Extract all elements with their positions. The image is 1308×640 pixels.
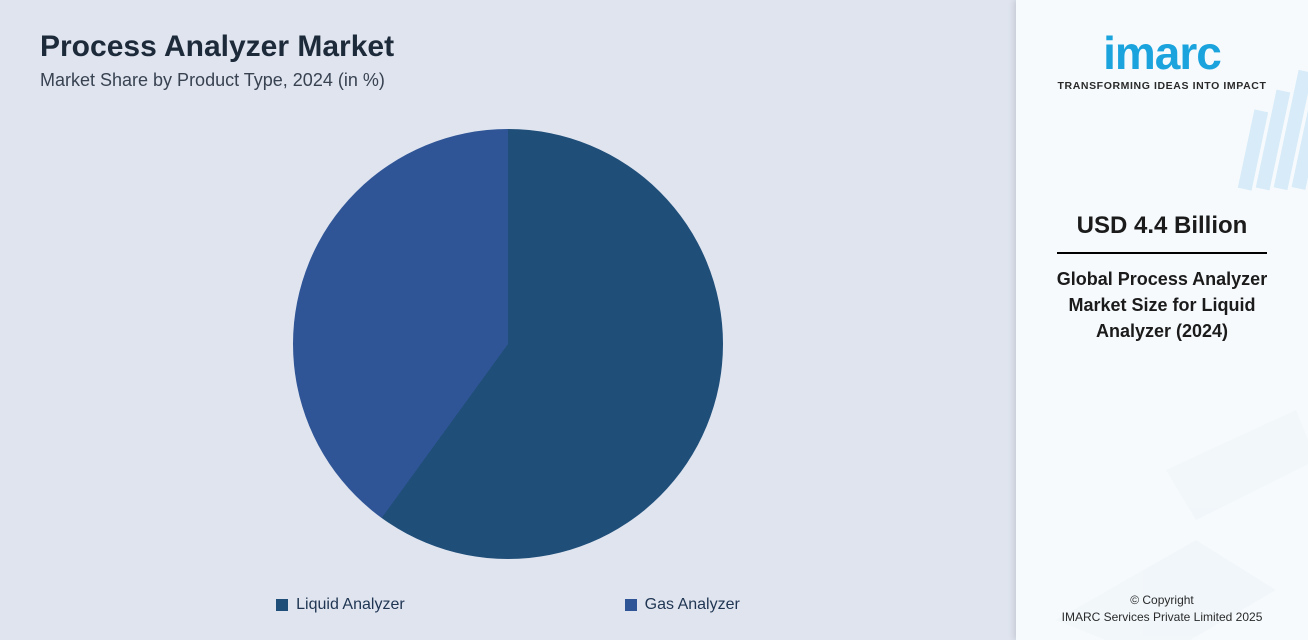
copyright-line1: © Copyright	[1062, 592, 1263, 609]
chart-title: Process Analyzer Market	[40, 30, 976, 64]
main-panel: Process Analyzer Market Market Share by …	[0, 0, 1016, 640]
legend-swatch-gas	[625, 599, 637, 611]
legend-label-gas: Gas Analyzer	[645, 596, 740, 614]
legend: Liquid Analyzer Gas Analyzer	[40, 596, 976, 620]
chart-subtitle: Market Share by Product Type, 2024 (in %…	[40, 70, 976, 91]
callout-description: Global Process Analyzer Market Size for …	[1030, 266, 1294, 344]
callout-box: USD 4.4 Billion Global Process Analyzer …	[1030, 212, 1294, 344]
copyright: © Copyright IMARC Services Private Limit…	[1062, 592, 1263, 626]
legend-item-liquid: Liquid Analyzer	[276, 596, 405, 614]
side-panel: imarc TRANSFORMING IDEAS INTO IMPACT USD…	[1016, 0, 1308, 640]
pie-chart	[293, 129, 723, 559]
callout-divider	[1057, 252, 1267, 254]
legend-label-liquid: Liquid Analyzer	[296, 596, 405, 614]
logo-tagline: TRANSFORMING IDEAS INTO IMPACT	[1058, 80, 1267, 92]
logo-text: imarc	[1058, 30, 1267, 76]
chart-area	[40, 91, 976, 596]
copyright-line2: IMARC Services Private Limited 2025	[1062, 609, 1263, 626]
callout-value: USD 4.4 Billion	[1030, 212, 1294, 240]
legend-item-gas: Gas Analyzer	[625, 596, 740, 614]
legend-swatch-liquid	[276, 599, 288, 611]
brand-logo: imarc TRANSFORMING IDEAS INTO IMPACT	[1058, 30, 1267, 92]
